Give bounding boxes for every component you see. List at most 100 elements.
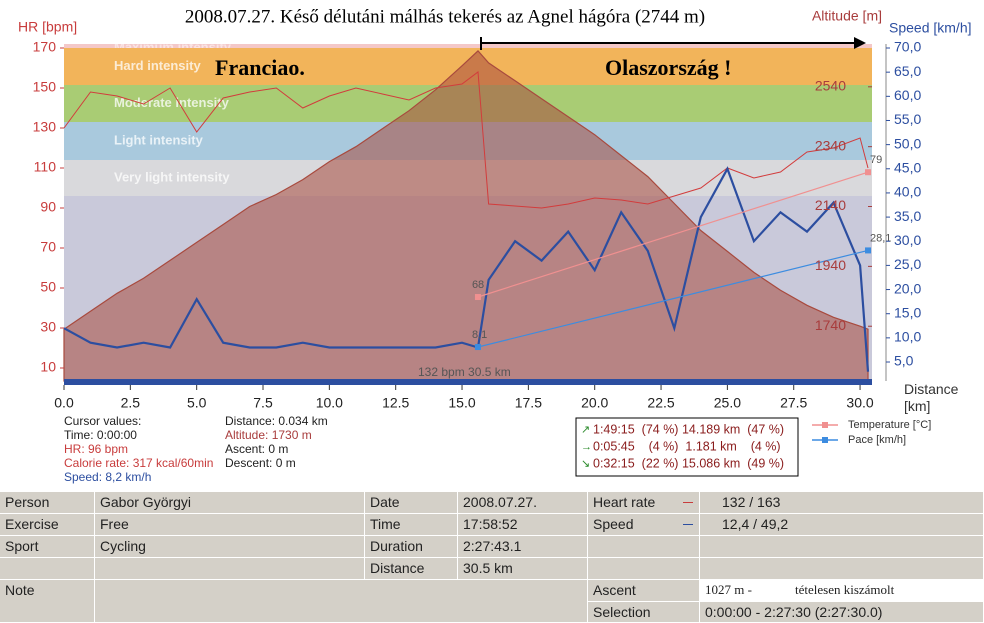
y-tick-label: 30 xyxy=(40,319,56,335)
y2-tick-label: 35,0 xyxy=(894,208,921,224)
table-cell: 2008.07.27. xyxy=(458,492,588,514)
hr-line xyxy=(63,71,869,209)
trend-point xyxy=(865,169,872,176)
lap-icon: ↗ xyxy=(581,424,590,436)
y3-axis-label: Altitude [m] xyxy=(812,8,882,24)
legend-marker xyxy=(822,437,828,443)
altitude-area xyxy=(63,50,869,382)
table-cell xyxy=(588,536,700,558)
x-tick-label: 12.5 xyxy=(382,395,409,411)
cursor-value: Calorie rate: 317 kcal/60min xyxy=(64,456,213,470)
x-axis-line xyxy=(64,379,872,385)
table-cell: Date xyxy=(365,492,458,514)
arrow-head xyxy=(854,37,866,49)
y2-tick-label: 65,0 xyxy=(894,63,921,79)
x-tick-label: 30.0 xyxy=(846,395,873,411)
y2-tick-label: 55,0 xyxy=(894,111,921,127)
y-tick-label: 70 xyxy=(40,239,56,255)
table-cell: Selection xyxy=(588,602,700,623)
cursor-value: Speed: 8,2 km/h xyxy=(64,470,151,484)
table-cell xyxy=(588,558,700,580)
table-cell xyxy=(700,558,984,580)
x-tick-label: 15.0 xyxy=(448,395,475,411)
data-label: 8,1 xyxy=(472,329,487,341)
y2-tick-label: 60,0 xyxy=(894,87,921,103)
y3-tick-label: 2340 xyxy=(815,137,846,153)
cursor-value: Distance: 0.034 km xyxy=(225,414,328,428)
x-tick-label: 27.5 xyxy=(780,395,807,411)
table-cell: Gabor Györgyi xyxy=(95,492,365,514)
y2-axis-label: Speed [km/h] xyxy=(889,20,972,36)
cursor-value: Descent: 0 m xyxy=(225,456,296,470)
x-tick-label: 17.5 xyxy=(515,395,542,411)
y2-tick-label: 30,0 xyxy=(894,232,921,248)
laps-box xyxy=(575,417,799,477)
table-cell: 17:58:52 xyxy=(458,514,588,536)
series-swatch xyxy=(683,502,693,503)
annotation: Olaszország ! xyxy=(605,55,731,80)
y2-tick-label: 10,0 xyxy=(894,329,921,345)
zone-label: Light intensity xyxy=(114,132,204,147)
table-cell: 12,4 / 49,2 xyxy=(700,514,984,536)
table-cell: Free xyxy=(95,514,365,536)
table-cell: Note xyxy=(0,580,95,623)
table-cell xyxy=(95,580,588,623)
y-axis-label: HR [bpm] xyxy=(18,19,77,35)
x-tick-label: 7.5 xyxy=(253,395,273,411)
cursor-value: Ascent: 0 m xyxy=(225,442,288,456)
x-tick-label: 10.0 xyxy=(316,395,343,411)
table-cell: Sport xyxy=(0,536,95,558)
cursor-value: Altitude: 1730 m xyxy=(225,428,312,442)
legend-marker xyxy=(822,422,828,428)
y2-tick-label: 45,0 xyxy=(894,159,921,175)
y-tick-label: 10 xyxy=(40,359,56,375)
zone-label: Very light intensity xyxy=(114,169,230,184)
y-tick-label: 50 xyxy=(40,279,56,295)
y2-tick-label: 40,0 xyxy=(894,184,921,200)
lap-row: 1:49:15 (74 %) 14.189 km (47 %) xyxy=(593,422,784,436)
table-cell xyxy=(95,558,365,580)
y-tick-label: 130 xyxy=(33,119,57,135)
y3-tick-label: 1740 xyxy=(815,317,846,333)
data-label: 28,1 xyxy=(870,232,891,244)
trend-line xyxy=(477,249,869,348)
lap-row: 0:32:15 (22 %) 15.086 km (49 %) xyxy=(593,456,784,470)
table-cell: Heart rate xyxy=(588,492,700,514)
table-cell: Person xyxy=(0,492,95,514)
data-label: 68 xyxy=(472,279,484,291)
x-axis-label: Distance [km] xyxy=(904,381,959,414)
zone-label: Moderate intensity xyxy=(114,95,230,110)
y2-tick-label: 25,0 xyxy=(894,256,921,272)
table-cell: 132 / 163 xyxy=(700,492,984,514)
table-cell: tételesen kiszámolt xyxy=(790,580,984,602)
y2-tick-label: 15,0 xyxy=(894,304,921,320)
zone-label: Hard intensity xyxy=(114,58,201,73)
annotation: Franciao. xyxy=(215,55,305,80)
lap-row: 0:05:45 (4 %) 1.181 km (4 %) xyxy=(593,439,781,453)
y-tick-label: 170 xyxy=(33,39,57,55)
y3-tick-label: 2540 xyxy=(815,78,846,94)
y-tick-label: 110 xyxy=(34,159,57,175)
table-cell xyxy=(700,536,984,558)
cursor-value: HR: 96 bpm xyxy=(64,442,128,456)
table-cell: Distance xyxy=(365,558,458,580)
x-tick-label: 25.0 xyxy=(714,395,741,411)
lap-icon: ↘ xyxy=(581,458,590,470)
trend-point xyxy=(865,247,872,254)
legend-label: Temperature [°C] xyxy=(848,419,931,431)
zone-band xyxy=(64,44,872,48)
x-tick-label: 2.5 xyxy=(121,395,141,411)
trend-point xyxy=(474,344,481,351)
x-tick-label: 0.0 xyxy=(54,395,74,411)
table-cell: Exercise xyxy=(0,514,95,536)
table-cell xyxy=(0,558,95,580)
table-cell: Time xyxy=(365,514,458,536)
data-label: 79 xyxy=(870,154,882,166)
y2-tick-label: 50,0 xyxy=(894,135,921,151)
legend-label: Pace [km/h] xyxy=(848,434,906,446)
lap-icon: → xyxy=(581,441,592,453)
x-tick-label: 20.0 xyxy=(581,395,608,411)
table-cell: Speed xyxy=(588,514,700,536)
x-tick-label: 5.0 xyxy=(187,395,207,411)
